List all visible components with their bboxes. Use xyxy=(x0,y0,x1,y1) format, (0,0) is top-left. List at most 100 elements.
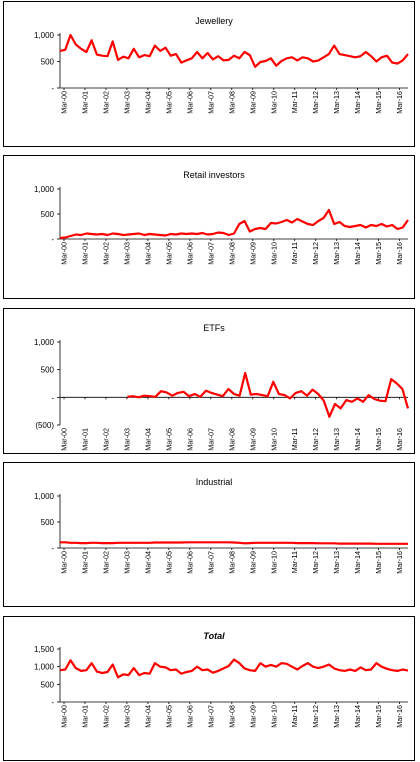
x-tick-label: Mar-05 xyxy=(164,551,173,574)
series-line xyxy=(59,208,409,240)
series-line xyxy=(60,541,408,545)
x-tick-label: Mar-08 xyxy=(227,705,236,728)
y-tick-label: - xyxy=(51,544,54,553)
x-tick-label: Mar-06 xyxy=(185,705,194,728)
x-tick-label: Mar-16 xyxy=(395,242,404,265)
x-tick-label: Mar-15 xyxy=(374,91,383,114)
x-tick-label: Mar-10 xyxy=(269,428,278,451)
x-tick-label: Mar-02 xyxy=(101,91,110,114)
series-line xyxy=(59,33,409,68)
x-tick-label: Mar-12 xyxy=(311,705,320,728)
chart-title: Industrial xyxy=(196,477,233,487)
y-tick-label: 1,500 xyxy=(34,645,55,654)
x-tick-label: Mar-12 xyxy=(311,242,320,265)
x-tick-label: Mar-05 xyxy=(164,428,173,451)
y-tick-label: - xyxy=(51,393,54,402)
x-tick-label: Mar-03 xyxy=(122,91,131,114)
y-tick-label: 500 xyxy=(41,366,55,375)
x-tick-label: Mar-07 xyxy=(206,428,215,451)
y-tick-label: 1,000 xyxy=(34,492,55,501)
x-tick-label: Mar-09 xyxy=(248,551,257,574)
x-tick-label: Mar-07 xyxy=(206,91,215,114)
y-tick-label: 1,000 xyxy=(34,31,55,40)
x-tick-label: Mar-13 xyxy=(332,242,341,265)
series-line xyxy=(59,658,409,679)
x-tick-label: Mar-11 xyxy=(290,428,299,450)
x-tick-label: Mar-04 xyxy=(143,242,152,265)
chart-panel-total: Total - 500 1,000 1,500 Mar-00 Mar-01 Mar-02 Mar… xyxy=(3,616,415,761)
x-tick-label: Mar-09 xyxy=(248,242,257,265)
x-tick-label: Mar-03 xyxy=(122,242,131,265)
x-tick-label: Mar-04 xyxy=(143,91,152,114)
series-line xyxy=(127,371,410,418)
chart-svg-total: Total - 500 1,000 1,500 Mar-00 Mar-01 Mar-02 Mar… xyxy=(34,631,409,728)
x-tick-label: Mar-06 xyxy=(185,242,194,265)
x-tick-label: Mar-11 xyxy=(290,705,299,727)
x-tick-label: Mar-07 xyxy=(206,551,215,574)
x-tick-label: Mar-16 xyxy=(395,91,404,114)
chart-panel-retail-investors: Retail investors - 500 1,000 Mar-00 Mar-01 Mar… xyxy=(3,155,415,299)
x-tick-label: Mar-14 xyxy=(353,428,362,451)
x-tick-label: Mar-08 xyxy=(227,551,236,574)
x-tick-label: Mar-11 xyxy=(290,91,299,113)
x-tick-label: Mar-02 xyxy=(101,551,110,574)
x-tick-label: Mar-03 xyxy=(122,551,131,574)
x-tick-label: Mar-09 xyxy=(248,428,257,451)
x-tick-label: Mar-08 xyxy=(227,242,236,265)
x-tick-label: Mar-08 xyxy=(227,428,236,451)
x-tick-label: Mar-01 xyxy=(80,242,89,265)
x-tick-label: Mar-05 xyxy=(164,705,173,728)
x-tick-label: Mar-00 xyxy=(60,705,69,728)
x-tick-label: Mar-06 xyxy=(185,551,194,574)
x-tick-label: Mar-12 xyxy=(311,91,320,114)
y-tick-label: 500 xyxy=(41,518,55,527)
x-tick-label: Mar-10 xyxy=(269,91,278,114)
x-tick-label: Mar-10 xyxy=(269,705,278,728)
y-tick-label: (500) xyxy=(35,421,54,430)
x-tick-label: Mar-15 xyxy=(374,242,383,265)
x-tick-label: Mar-12 xyxy=(311,551,320,574)
x-tick-label: Mar-00 xyxy=(60,551,69,574)
y-tick-label: 500 xyxy=(41,58,55,67)
chart-panel-jewellery: Jewellery - 500 1,000 Mar-00 Mar-01 Mar-02 Mar-… xyxy=(3,1,415,147)
x-tick-label: Mar-11 xyxy=(290,242,299,264)
y-tick-label: 1,000 xyxy=(34,338,55,347)
x-tick-label: Mar-05 xyxy=(164,242,173,265)
y-tick-label: 500 xyxy=(41,210,55,219)
chart-title: Jewellery xyxy=(195,16,233,26)
chart-panel-industrial: Industrial - 500 1,000 Mar-00 Mar-01 Mar-02 Mar… xyxy=(3,462,415,607)
y-tick-label: 1,000 xyxy=(34,185,55,194)
x-tick-label: Mar-00 xyxy=(60,428,69,451)
x-tick-label: Mar-09 xyxy=(248,91,257,114)
x-tick-label: Mar-08 xyxy=(227,91,236,114)
x-tick-label: Mar-01 xyxy=(80,551,89,574)
x-tick-label: Mar-03 xyxy=(122,705,131,728)
x-tick-label: Mar-06 xyxy=(185,428,194,451)
x-tick-label: Mar-15 xyxy=(374,705,383,728)
x-tick-label: Mar-01 xyxy=(80,705,89,728)
x-tick-label: Mar-14 xyxy=(353,705,362,728)
x-tick-label: Mar-13 xyxy=(332,91,341,114)
x-tick-label: Mar-04 xyxy=(143,551,152,574)
x-tick-label: Mar-09 xyxy=(248,705,257,728)
x-tick-label: Mar-11 xyxy=(290,551,299,573)
x-tick-label: Mar-04 xyxy=(143,428,152,451)
x-tick-label: Mar-05 xyxy=(164,91,173,114)
chart-panel-etfs: ETFs (500) - 500 1,000 Mar-00 Mar-01 Mar-02 Mar-… xyxy=(3,308,415,454)
x-tick-label: Mar-02 xyxy=(101,242,110,265)
y-tick-label: 500 xyxy=(41,680,55,689)
x-tick-label: Mar-13 xyxy=(332,551,341,574)
chart-svg-etfs: ETFs (500) - 500 1,000 Mar-00 Mar-01 Mar-02 Mar-… xyxy=(34,323,410,451)
chart-title: Retail investors xyxy=(183,170,245,180)
y-tick-label: - xyxy=(51,698,54,707)
chart-svg-jewellery: Jewellery - 500 1,000 Mar-00 Mar-01 Mar-02 Mar-… xyxy=(34,16,409,114)
y-tick-label: - xyxy=(51,235,54,244)
x-tick-label: Mar-16 xyxy=(395,428,404,451)
x-tick-label: Mar-03 xyxy=(122,428,131,451)
x-tick-label: Mar-10 xyxy=(269,242,278,265)
x-tick-label: Mar-13 xyxy=(332,705,341,728)
x-tick-label: Mar-15 xyxy=(374,428,383,451)
chart-svg-retail-investors: Retail investors - 500 1,000 Mar-00 Mar-01 Mar… xyxy=(34,170,409,265)
x-tick-label: Mar-14 xyxy=(353,551,362,574)
x-tick-label: Mar-00 xyxy=(60,242,69,265)
